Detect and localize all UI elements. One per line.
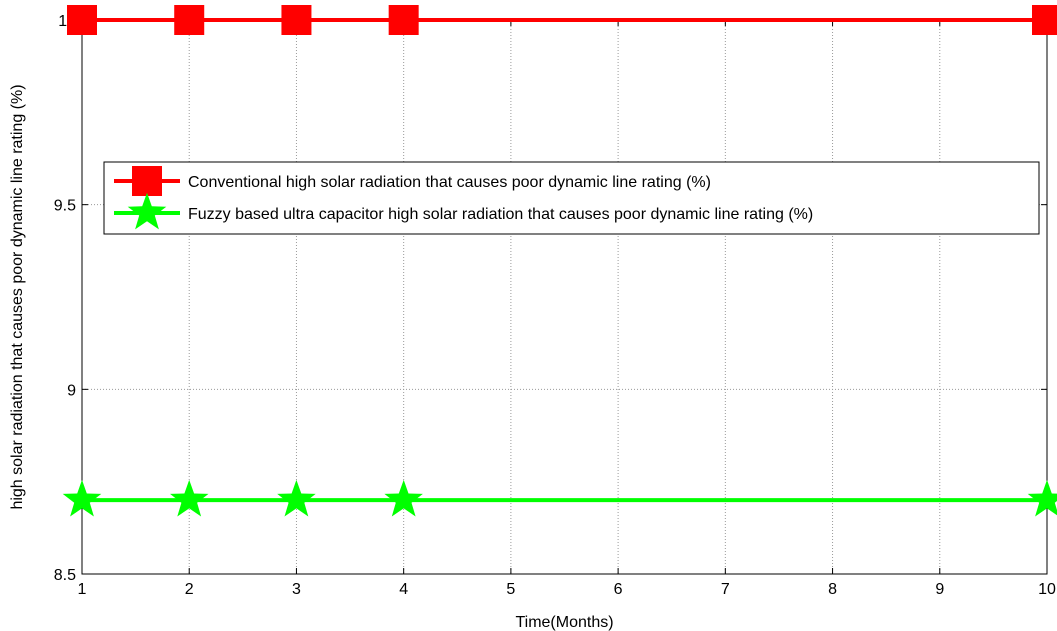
grid (81, 19, 1048, 575)
x-tick-label: 8 (828, 581, 837, 598)
x-tick-label: 2 (185, 581, 194, 598)
y-tick-label: 8.5 (54, 567, 76, 584)
series-group (62, 5, 1057, 517)
x-tick-label: 9 (935, 581, 944, 598)
data-point-star (384, 479, 423, 517)
legend-label: Fuzzy based ultra capacitor high solar r… (188, 206, 813, 223)
x-axis-title: Time(Months) (515, 614, 613, 631)
legend-label: Conventional high solar radiation that c… (188, 174, 711, 191)
plot-area (81, 19, 1048, 575)
x-tick-label: 4 (399, 581, 408, 598)
x-tick-label: 5 (506, 581, 515, 598)
data-point-star (170, 479, 209, 517)
data-point-star (1027, 479, 1057, 517)
x-tick-label: 6 (614, 581, 623, 598)
data-point-square (174, 5, 205, 35)
series-star (62, 479, 1057, 517)
legend-box (103, 161, 1040, 235)
y-tick-label: 9.5 (54, 198, 76, 215)
data-point-square (1032, 5, 1057, 35)
data-point-star (277, 479, 316, 517)
legend: Conventional high solar radiation that c… (103, 161, 1040, 235)
y-axis-title: high solar radiation that causes poor dy… (9, 84, 26, 509)
x-tick-label: 7 (721, 581, 730, 598)
x-tick-label: 10 (1038, 581, 1056, 598)
data-point-star (62, 479, 102, 517)
y-tick-label: 9 (67, 382, 76, 399)
x-tick-label: 1 (78, 581, 87, 598)
data-point-square (67, 5, 97, 35)
x-tick-label: 3 (292, 581, 301, 598)
data-point-square (132, 166, 162, 196)
series-square (67, 5, 1057, 35)
data-point-star (127, 192, 167, 230)
data-point-square (388, 5, 419, 35)
data-point-square (281, 5, 312, 35)
